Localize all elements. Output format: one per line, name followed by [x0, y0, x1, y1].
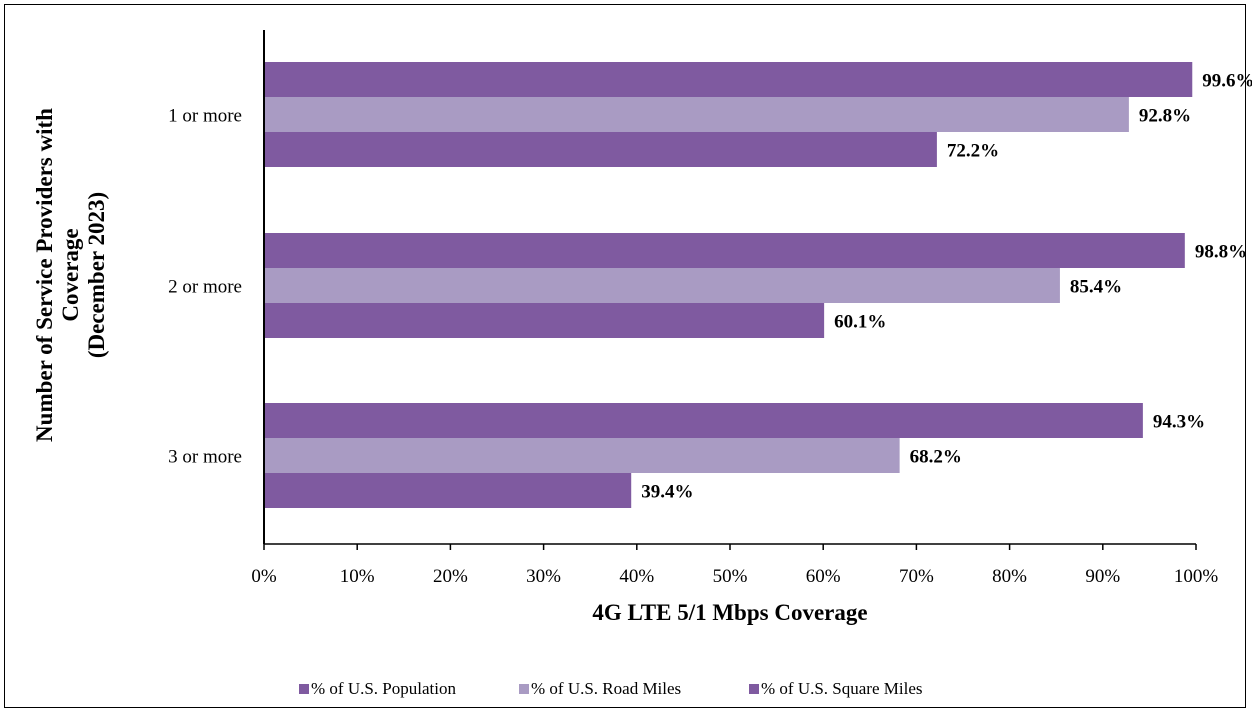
legend-swatch: [299, 684, 309, 694]
x-tick-label: 50%: [713, 566, 748, 587]
y-axis-title-line: Coverage: [58, 228, 83, 321]
legend-swatch: [749, 684, 759, 694]
data-label: 68.2%: [910, 447, 962, 468]
y-axis-title-line: (December 2023): [84, 192, 109, 358]
x-tick-label: 60%: [806, 566, 841, 587]
x-tick-label: 0%: [251, 566, 277, 587]
data-label: 98.8%: [1195, 242, 1247, 263]
bar: [265, 268, 1060, 303]
x-tick-label: 90%: [1085, 566, 1120, 587]
data-label: 39.4%: [641, 482, 693, 503]
data-label: 60.1%: [834, 312, 886, 333]
legend-label: % of U.S. Population: [311, 679, 456, 698]
legend: % of U.S. Population % of U.S. Road Miles…: [299, 679, 922, 698]
bar: [265, 132, 937, 167]
legend-swatch: [519, 684, 529, 694]
data-label: 99.6%: [1202, 71, 1252, 92]
x-axis-title: 4G LTE 5/1 Mbps Coverage: [592, 600, 867, 625]
x-tick-label: 80%: [992, 566, 1027, 587]
y-category-labels-group: 1 or more 2 or more 3 or more: [168, 106, 242, 468]
y-category-label: 3 or more: [168, 447, 242, 468]
legend-label: % of U.S. Road Miles: [531, 679, 681, 698]
data-label: 92.8%: [1139, 106, 1191, 127]
bar: [265, 403, 1143, 438]
x-tick-label: 20%: [433, 566, 468, 587]
bars-group: [265, 62, 1193, 508]
x-ticks-group: 0% 10% 20% 30% 40% 50% 60% 70% 80% 90% 100%: [251, 544, 1218, 587]
y-axis-title-line: Number of Service Providers with: [32, 108, 57, 442]
data-label: 72.2%: [947, 141, 999, 162]
x-tick-label: 70%: [899, 566, 934, 587]
legend-label: % of U.S. Square Miles: [761, 679, 922, 698]
bar: [265, 62, 1193, 97]
x-tick-label: 30%: [526, 566, 561, 587]
y-axis-title: Number of Service Providers with Coverage…: [32, 108, 109, 442]
data-label: 85.4%: [1070, 277, 1122, 298]
data-label: 94.3%: [1153, 412, 1205, 433]
bar: [265, 233, 1185, 268]
x-tick-label: 10%: [340, 566, 375, 587]
bar: [265, 97, 1129, 132]
y-category-label: 1 or more: [168, 106, 242, 127]
bar: [265, 303, 825, 338]
x-tick-label: 40%: [619, 566, 654, 587]
y-category-label: 2 or more: [168, 277, 242, 298]
bar: [265, 473, 632, 508]
x-tick-label: 100%: [1174, 566, 1219, 587]
data-labels-group: 99.6% 92.8% 72.2% 98.8% 85.4% 60.1% 94.3% 68.2%…: [641, 71, 1252, 503]
bar: [265, 438, 900, 473]
